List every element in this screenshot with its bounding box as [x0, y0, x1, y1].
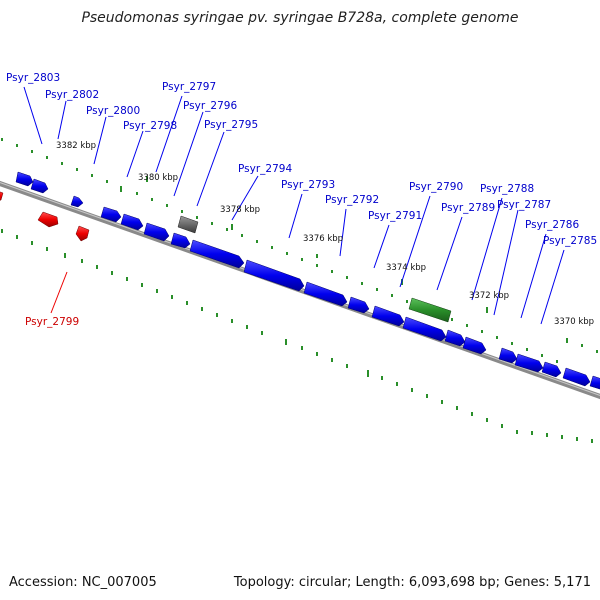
accession-text: Accession: NC_007005 [9, 575, 157, 590]
scale-label: 3376 kbp [303, 234, 343, 244]
gene-label[interactable]: Psyr_2793 [281, 179, 335, 191]
gene-label[interactable]: Psyr_2790 [409, 181, 463, 193]
gene-label[interactable]: Psyr_2796 [183, 100, 237, 112]
gene-reverse-1[interactable] [37, 211, 59, 228]
gene-unlabeled-1[interactable] [541, 361, 562, 378]
gene-label[interactable]: Psyr_2789 [441, 202, 495, 214]
gene-rna-green[interactable] [408, 297, 452, 323]
gene-psyr-2793[interactable] [243, 259, 305, 292]
gene-psyr-2794[interactable] [189, 239, 245, 269]
scale-label: 3374 kbp [386, 263, 426, 273]
gene-psyr-2802[interactable] [30, 178, 49, 194]
scale-label: 3380 kbp [138, 173, 178, 183]
gene-psyr-2799[interactable] [75, 225, 90, 242]
gene-label[interactable]: Psyr_2800 [86, 105, 140, 117]
gene-psyr-2792[interactable] [303, 281, 348, 307]
gene-psyr-2789[interactable] [402, 316, 447, 342]
genome-summary-text: Topology: circular; Length: 6,093,698 bp… [233, 575, 591, 590]
gene-label[interactable]: Psyr_2795 [204, 119, 258, 131]
gene-label[interactable]: Psyr_2791 [368, 210, 422, 222]
gene-psyr-2795[interactable] [170, 232, 191, 249]
scale-label: 3378 kbp [220, 205, 260, 215]
gene-label[interactable]: Psyr_2798 [123, 120, 177, 132]
gene-label[interactable]: Psyr_2803 [6, 72, 60, 84]
gene-psyr-2798[interactable] [100, 206, 122, 223]
gene-psyr-2797[interactable] [120, 213, 144, 231]
gene-psyr-2803[interactable] [15, 171, 34, 187]
gene-psyr-2790[interactable] [371, 305, 405, 327]
gene-label[interactable]: Psyr_2788 [480, 183, 534, 195]
gene-label[interactable]: Psyr_2787 [497, 199, 551, 211]
gene-label[interactable]: Psyr_2794 [238, 163, 292, 175]
forward-gene-track [15, 171, 600, 390]
gene-pseudo-gray[interactable] [177, 215, 199, 234]
map-title: Pseudomonas syringae pv. syringae B728a,… [81, 10, 518, 26]
scale-label: 3372 kbp [469, 291, 509, 301]
gene-psyr-2796[interactable] [143, 222, 170, 242]
gene-label[interactable]: Psyr_2797 [162, 81, 216, 93]
scale-label: 3382 kbp [56, 141, 96, 151]
gene-psyr-2785[interactable] [514, 353, 544, 373]
gene-psyr-2791[interactable] [347, 296, 370, 314]
lower-tick-track [1, 229, 593, 443]
gene-psyr-2787[interactable] [462, 336, 487, 355]
gene-label[interactable]: Psyr_2786 [525, 219, 579, 231]
reverse-label-leader-line [50, 271, 68, 314]
gene-psyr-2800[interactable] [70, 195, 84, 208]
gene-psyr-2788[interactable] [444, 329, 466, 347]
gene-label[interactable]: Psyr_2799 [25, 316, 79, 328]
reverse-gene-track [0, 190, 90, 242]
gene-label[interactable]: Psyr_2785 [543, 235, 597, 247]
gene-label-group: Psyr_2803 Psyr_2802 Psyr_2800 Psyr_2798 … [6, 72, 597, 328]
gene-unlabeled-3[interactable] [589, 375, 600, 390]
scale-label: 3370 kbp [554, 317, 594, 327]
gene-unlabeled-2[interactable] [562, 367, 591, 387]
scale-label-group: 3382 kbp 3380 kbp 3378 kbp 3376 kbp 3374… [56, 141, 594, 327]
gene-psyr-2786[interactable] [498, 347, 518, 364]
gene-label[interactable]: Psyr_2792 [325, 194, 379, 206]
gene-label[interactable]: Psyr_2802 [45, 89, 99, 101]
gene-reverse-2[interactable] [0, 190, 4, 202]
label-leader-lines [23, 86, 565, 325]
upper-tick-track [1, 138, 598, 363]
